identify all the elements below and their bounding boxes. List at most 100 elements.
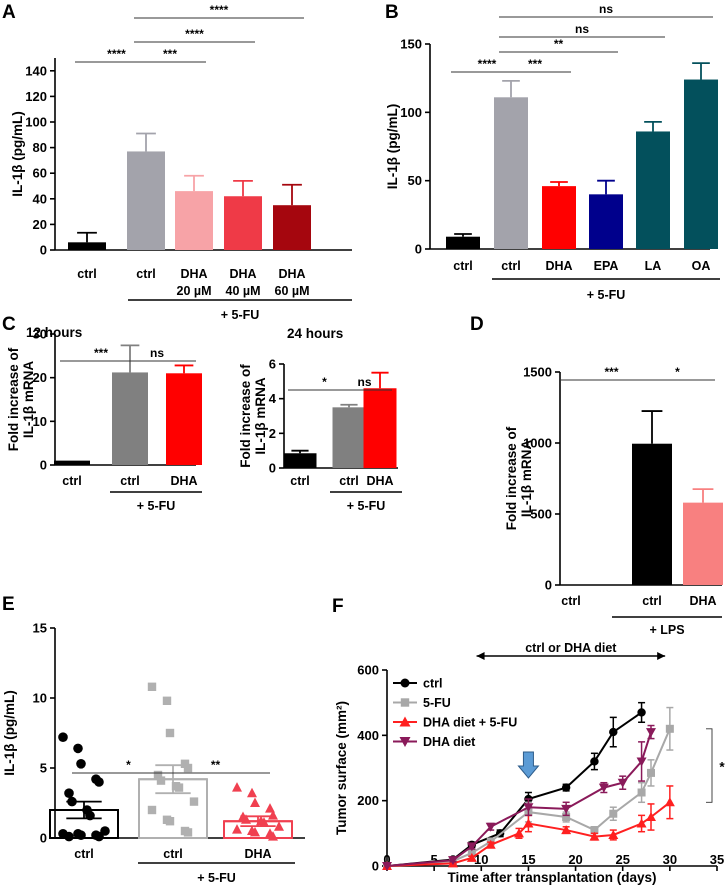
- y-tick-label: 0: [40, 243, 47, 258]
- y-tick-label: 50: [408, 173, 422, 188]
- y-tick-label: 15: [33, 621, 47, 636]
- data-point: [247, 787, 257, 798]
- y-tick-label: 6: [269, 357, 276, 372]
- data-point: [265, 803, 275, 813]
- legend-marker: [400, 698, 410, 707]
- category-label: DHA: [229, 267, 256, 281]
- category-label: ctrl: [290, 474, 309, 488]
- category-label: ctrl: [163, 847, 182, 861]
- data-point: [250, 797, 260, 807]
- data-point: [448, 856, 458, 866]
- group-label: + 5-FU: [137, 499, 176, 513]
- group-label: + 5-FU: [221, 308, 260, 322]
- group-label: + LPS: [649, 623, 684, 637]
- data-point: [156, 776, 166, 785]
- arrow-right-icon: [657, 652, 666, 660]
- diet-label: ctrl or DHA diet: [525, 641, 617, 655]
- y-tick-label: 0: [415, 242, 422, 257]
- legend-marker: [399, 716, 411, 727]
- bar: [112, 372, 148, 465]
- y-tick-label: 0: [545, 578, 552, 593]
- data-point: [268, 810, 278, 820]
- bar: [542, 186, 576, 249]
- y-tick-label: 100: [400, 105, 422, 120]
- y-tick-label: 600: [357, 663, 379, 678]
- y-tick-label: 2: [269, 426, 276, 441]
- data-point: [523, 818, 534, 828]
- data-point: [94, 777, 104, 787]
- y-tick-label: 100: [25, 115, 47, 130]
- y-tick-label: 10: [33, 414, 47, 429]
- y-axis-label: IL-1β (pg/mL): [10, 111, 25, 196]
- bar: [446, 236, 480, 249]
- data-point: [636, 757, 647, 767]
- data-point: [183, 763, 193, 773]
- x-tick-label: 0: [383, 852, 390, 867]
- category-label: ctrl: [77, 267, 96, 281]
- y-tick-label: 150: [400, 37, 422, 52]
- significance-label: ***: [163, 47, 177, 61]
- significance-label: *: [126, 758, 131, 772]
- x-tick-label: 20: [568, 852, 582, 867]
- legend-label: ctrl: [423, 677, 442, 691]
- y-axis-label: Fold increase ofIL-1β mRNA: [238, 364, 268, 468]
- y-axis-label: Fold increase ofIL-1β mRNA: [504, 426, 534, 530]
- category-label: ctrl: [74, 847, 93, 861]
- data-point: [589, 831, 600, 841]
- significance-label: ns: [575, 22, 589, 36]
- data-point: [617, 778, 628, 788]
- legend-label: DHA diet: [423, 735, 476, 749]
- y-tick-label: 20: [33, 217, 47, 232]
- y-tick-label: 0: [40, 458, 47, 473]
- y-axis-label: Tumor surface (mm²): [334, 701, 349, 835]
- y-tick-label: 60: [33, 166, 47, 181]
- category-label-sub: 40 µM: [226, 284, 261, 298]
- x-tick-label: 10: [474, 852, 488, 867]
- data-point: [382, 862, 392, 871]
- data-point: [73, 743, 83, 754]
- x-tick-label: 15: [521, 852, 535, 867]
- data-point: [636, 818, 647, 828]
- group-label: + 5-FU: [197, 871, 236, 885]
- category-label-sub: 60 µM: [275, 284, 310, 298]
- data-point: [67, 796, 77, 807]
- data-point: [241, 814, 251, 824]
- bar: [332, 407, 366, 468]
- data-point: [514, 828, 524, 838]
- significance-bracket: [706, 728, 713, 803]
- panel-letter: C: [2, 314, 16, 335]
- category-label: ctrl: [120, 474, 139, 488]
- data-point: [647, 768, 655, 777]
- y-tick-label: 140: [25, 63, 47, 78]
- data-point: [646, 812, 656, 821]
- panel-title: 24 hours: [287, 326, 343, 341]
- data-point: [590, 757, 599, 766]
- arrow-left-icon: [476, 652, 485, 660]
- data-point: [76, 759, 86, 769]
- bar: [632, 443, 672, 585]
- category-label: ctrl: [339, 474, 358, 488]
- category-label: DHA: [366, 474, 393, 488]
- significance-label: ****: [107, 47, 126, 61]
- treatment-arrow-icon: [517, 751, 540, 779]
- data-point: [561, 825, 572, 835]
- legend-label: 5-FU: [423, 696, 451, 710]
- data-point: [466, 852, 477, 862]
- y-tick-label: 20: [33, 370, 47, 385]
- category-label: ctrl: [453, 259, 472, 273]
- group-label: + 5-FU: [587, 288, 626, 302]
- significance-label: ****: [210, 3, 229, 17]
- data-point: [147, 682, 157, 691]
- y-tick-label: 0: [40, 831, 47, 846]
- data-point: [162, 696, 172, 705]
- data-point: [608, 829, 619, 839]
- significance-label: ****: [478, 57, 497, 71]
- data-point: [561, 804, 572, 814]
- data-point: [485, 839, 496, 849]
- data-point: [259, 817, 269, 827]
- panel-title: 12 hours: [26, 325, 82, 340]
- x-tick-label: 30: [663, 852, 677, 867]
- y-axis-label-line: Fold increase of: [238, 364, 253, 468]
- y-tick-label: 120: [25, 89, 47, 104]
